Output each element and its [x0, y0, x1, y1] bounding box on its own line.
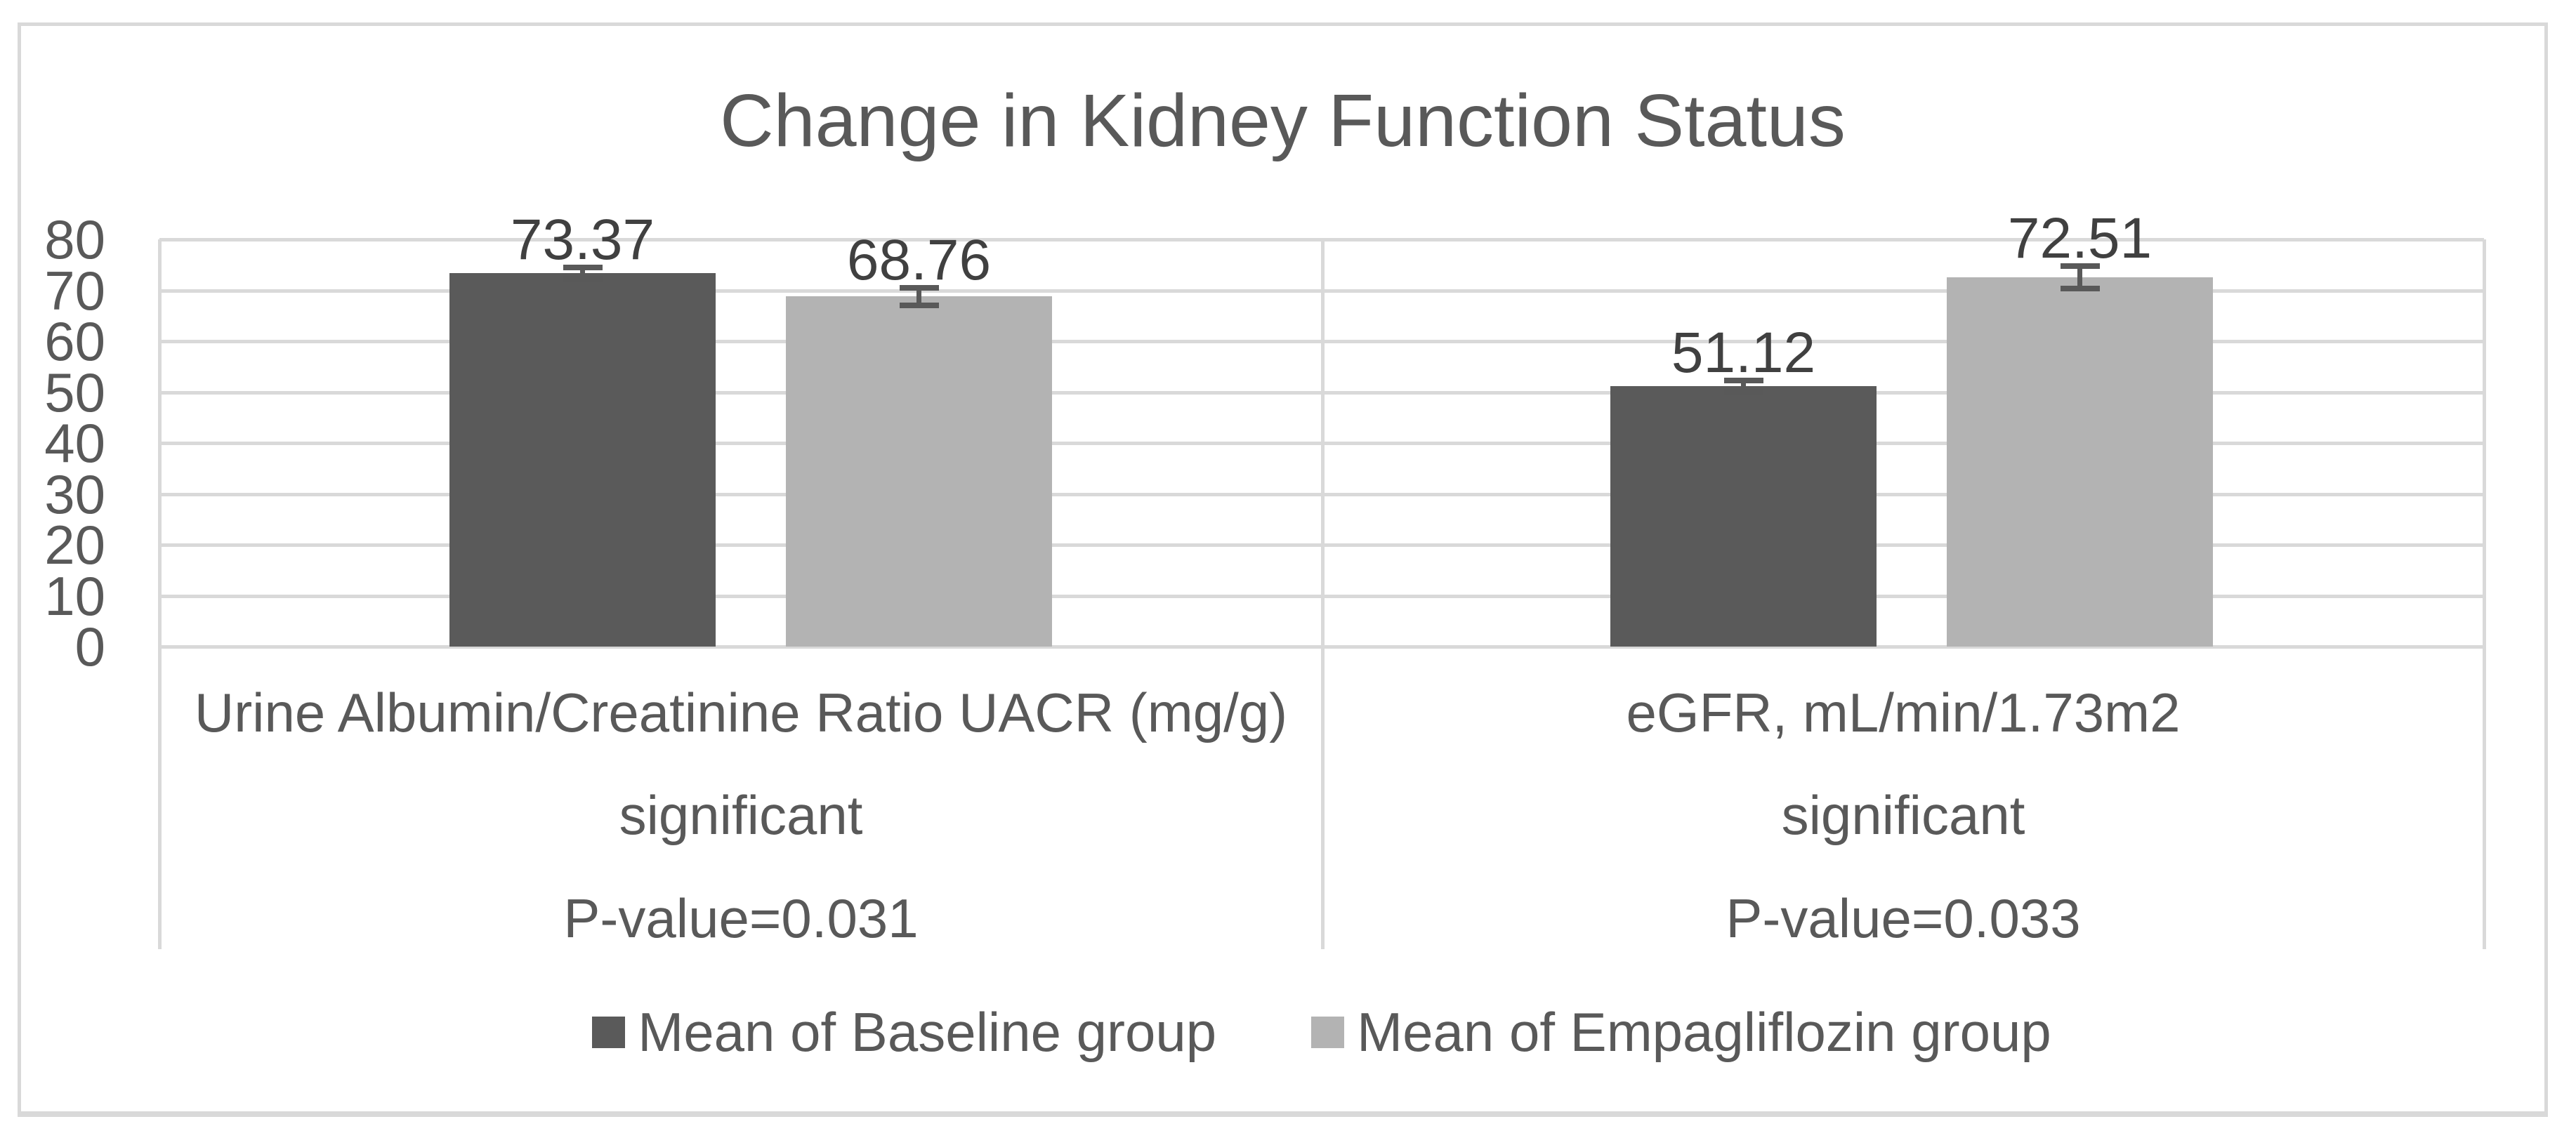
error-bar	[2077, 266, 2082, 289]
legend-item: Mean of Baseline group	[592, 1000, 1216, 1064]
error-bar-cap	[563, 276, 603, 282]
error-bar-cap	[899, 302, 939, 308]
bar-value-label: 68.76	[846, 228, 992, 293]
error-bar	[1741, 381, 1746, 392]
category-separator	[158, 239, 162, 949]
category-separator	[2483, 239, 2486, 949]
y-axis-tick-label: 30	[44, 463, 105, 525]
error-bar-cap	[1723, 389, 1763, 395]
legend-swatch-baseline-icon	[592, 1016, 626, 1048]
legend-label: Mean of Baseline group	[638, 1001, 1217, 1063]
error-bar-cap	[2060, 263, 2100, 270]
y-axis-tick-label: 40	[44, 412, 105, 474]
y-axis-tick-label: 50	[44, 361, 105, 423]
y-axis-tick-label: 60	[44, 310, 105, 372]
error-bar-cap	[563, 265, 603, 271]
legend-label: Mean of Empagliflozin group	[1357, 1001, 2051, 1063]
y-axis-tick-label: 20	[44, 514, 105, 576]
error-bar	[916, 288, 921, 305]
p-value-label: P-value=0.033	[1726, 887, 2081, 949]
bar-empagliflozin-1	[1947, 277, 2213, 647]
category-label: Urine Albumin/Creatinine Ratio UACR (mg/…	[194, 682, 1288, 743]
error-bar-cap	[2060, 286, 2100, 292]
bar-baseline-1	[1610, 386, 1877, 647]
bar-value-label: 73.37	[510, 208, 655, 272]
y-axis-tick-label: 0	[74, 616, 105, 677]
legend-item: Mean of Empagliflozin group	[1311, 1000, 2051, 1064]
y-axis-tick-label: 10	[44, 564, 105, 627]
bar-value-label: 51.12	[1671, 321, 1816, 385]
significance-label: significant	[619, 784, 863, 846]
significance-label: significant	[1781, 784, 2025, 846]
y-axis-tick-label: 70	[44, 259, 105, 322]
bar-empagliflozin-0	[786, 296, 1052, 647]
category-label: eGFR, mL/min/1.73m2	[1626, 682, 2181, 743]
legend-swatch-empagliflozin-icon	[1311, 1016, 1345, 1048]
error-bar-cap	[1723, 378, 1763, 384]
legend: Mean of Baseline group Mean of Empaglifl…	[159, 997, 2484, 1067]
bar-value-label: 72.51	[2007, 206, 2153, 271]
error-bar-cap	[899, 285, 939, 291]
error-bar	[580, 267, 585, 279]
p-value-label: P-value=0.031	[563, 887, 919, 949]
chart-title: Change in Kidney Function Status	[720, 79, 1846, 162]
category-separator	[1321, 239, 1325, 949]
y-axis-tick-label: 80	[44, 209, 105, 270]
bar-baseline-0	[449, 273, 716, 647]
